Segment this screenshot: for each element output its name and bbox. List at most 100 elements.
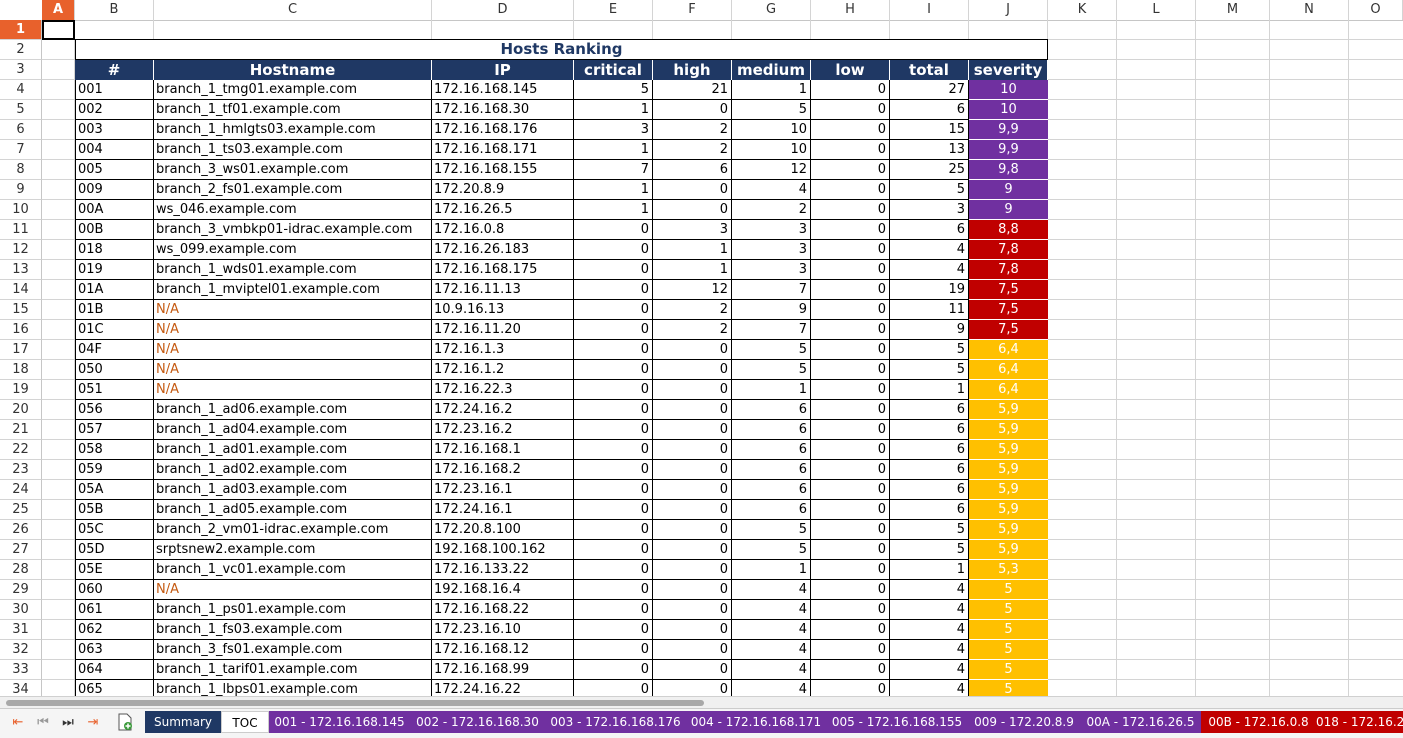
row-header-4[interactable]: 4	[0, 80, 42, 100]
spreadsheet-grid[interactable]: Hosts Ranking # Hostname IP critical high medi…	[42, 20, 1403, 696]
cell-high[interactable]: 0	[653, 400, 732, 420]
cell-host[interactable]: branch_1_wds01.example.com	[154, 260, 432, 280]
row-header-27[interactable]: 27	[0, 540, 42, 560]
cell-id[interactable]: 001	[75, 80, 154, 100]
cell-high[interactable]: 12	[653, 280, 732, 300]
cell-host[interactable]: branch_1_ad03.example.com	[154, 480, 432, 500]
cell-id[interactable]: 062	[75, 620, 154, 640]
cell-host[interactable]: branch_3_ws01.example.com	[154, 160, 432, 180]
cell-ip[interactable]: 172.16.168.171	[432, 140, 574, 160]
cell-severity[interactable]: 7,5	[969, 320, 1048, 340]
cell-high[interactable]: 2	[653, 120, 732, 140]
row-header-1[interactable]: 1	[0, 20, 42, 40]
sheet-tab-6[interactable]: 005 - 172.16.168.155	[826, 711, 968, 733]
cell-host[interactable]: branch_2_fs01.example.com	[154, 180, 432, 200]
cell-total[interactable]: 6	[890, 400, 969, 420]
cell-critical[interactable]: 0	[574, 260, 653, 280]
row-header-8[interactable]: 8	[0, 160, 42, 180]
cell-ip[interactable]: 172.16.1.2	[432, 360, 574, 380]
cell-severity[interactable]: 5,9	[969, 500, 1048, 520]
cell-critical[interactable]: 0	[574, 640, 653, 660]
cell-medium[interactable]: 1	[732, 80, 811, 100]
cell-total[interactable]: 4	[890, 640, 969, 660]
cell-host[interactable]: branch_1_ad06.example.com	[154, 400, 432, 420]
cell-host[interactable]: branch_1_tarif01.example.com	[154, 660, 432, 680]
cell-host[interactable]: N/A	[154, 360, 432, 380]
cell-id[interactable]: 009	[75, 180, 154, 200]
column-header-e[interactable]: E	[574, 0, 653, 20]
cell-ip[interactable]: 172.16.168.2	[432, 460, 574, 480]
cell-medium[interactable]: 5	[732, 340, 811, 360]
cell-high[interactable]: 2	[653, 320, 732, 340]
row-header-22[interactable]: 22	[0, 440, 42, 460]
cell-host[interactable]: branch_1_ps01.example.com	[154, 600, 432, 620]
header-low[interactable]: low	[811, 60, 890, 80]
cell-total[interactable]: 11	[890, 300, 969, 320]
cell-severity[interactable]: 5	[969, 660, 1048, 680]
cell-host[interactable]: branch_1_ad05.example.com	[154, 500, 432, 520]
row-header-12[interactable]: 12	[0, 240, 42, 260]
cell-high[interactable]: 6	[653, 160, 732, 180]
cell-ip[interactable]: 172.24.16.2	[432, 400, 574, 420]
cell-total[interactable]: 3	[890, 200, 969, 220]
cell-ip[interactable]: 172.16.168.30	[432, 100, 574, 120]
cell-critical[interactable]: 0	[574, 620, 653, 640]
cell-ip[interactable]: 172.16.168.22	[432, 600, 574, 620]
cell-low[interactable]: 0	[811, 120, 890, 140]
row-header-28[interactable]: 28	[0, 560, 42, 580]
cell-severity[interactable]: 6,4	[969, 360, 1048, 380]
row-header-7[interactable]: 7	[0, 140, 42, 160]
scrollbar-thumb[interactable]	[6, 700, 704, 706]
cell-total[interactable]: 5	[890, 540, 969, 560]
cell-id[interactable]: 061	[75, 600, 154, 620]
sheet-tab-0[interactable]: Summary	[145, 711, 221, 733]
cell-ip[interactable]: 172.16.22.3	[432, 380, 574, 400]
row-header-33[interactable]: 33	[0, 660, 42, 680]
cell-medium[interactable]: 1	[732, 380, 811, 400]
column-header-a[interactable]: A	[42, 0, 75, 20]
cell-host[interactable]: branch_3_vmbkp01-idrac.example.com	[154, 220, 432, 240]
row-header-26[interactable]: 26	[0, 520, 42, 540]
column-header-o[interactable]: O	[1349, 0, 1403, 20]
cell-total[interactable]: 5	[890, 180, 969, 200]
cell-severity[interactable]: 5,9	[969, 540, 1048, 560]
header-hostname[interactable]: Hostname	[154, 60, 432, 80]
cell-id[interactable]: 059	[75, 460, 154, 480]
cell-low[interactable]: 0	[811, 300, 890, 320]
cell-total[interactable]: 6	[890, 420, 969, 440]
sheet-tab-3[interactable]: 002 - 172.16.168.30	[410, 711, 545, 733]
header-severity[interactable]: severity	[969, 60, 1048, 80]
cell-id[interactable]: 01C	[75, 320, 154, 340]
cell-low[interactable]: 0	[811, 600, 890, 620]
cell-high[interactable]: 0	[653, 180, 732, 200]
cell-ip[interactable]: 172.16.133.22	[432, 560, 574, 580]
row-header-18[interactable]: 18	[0, 360, 42, 380]
cell-total[interactable]: 19	[890, 280, 969, 300]
column-header-f[interactable]: F	[653, 0, 732, 20]
row-header-24[interactable]: 24	[0, 480, 42, 500]
cell-severity[interactable]: 5,9	[969, 400, 1048, 420]
cell-host[interactable]: N/A	[154, 320, 432, 340]
cell-severity[interactable]: 9,9	[969, 140, 1048, 160]
cell-total[interactable]: 4	[890, 260, 969, 280]
cell-low[interactable]: 0	[811, 280, 890, 300]
cell-high[interactable]: 0	[653, 440, 732, 460]
cell-medium[interactable]: 1	[732, 560, 811, 580]
cell-critical[interactable]: 0	[574, 460, 653, 480]
row-header-19[interactable]: 19	[0, 380, 42, 400]
cell-host[interactable]: branch_1_ad01.example.com	[154, 440, 432, 460]
row-header-29[interactable]: 29	[0, 580, 42, 600]
cell-ip[interactable]: 172.16.11.13	[432, 280, 574, 300]
cell-low[interactable]: 0	[811, 420, 890, 440]
row-header-6[interactable]: 6	[0, 120, 42, 140]
cell-severity[interactable]: 5,9	[969, 460, 1048, 480]
cell-medium[interactable]: 3	[732, 220, 811, 240]
cell-severity[interactable]: 5	[969, 620, 1048, 640]
cell-total[interactable]: 27	[890, 80, 969, 100]
cell-total[interactable]: 4	[890, 660, 969, 680]
row-header-16[interactable]: 16	[0, 320, 42, 340]
cell-medium[interactable]: 6	[732, 440, 811, 460]
cell-host[interactable]: N/A	[154, 580, 432, 600]
row-header-23[interactable]: 23	[0, 460, 42, 480]
cell-critical[interactable]: 0	[574, 320, 653, 340]
